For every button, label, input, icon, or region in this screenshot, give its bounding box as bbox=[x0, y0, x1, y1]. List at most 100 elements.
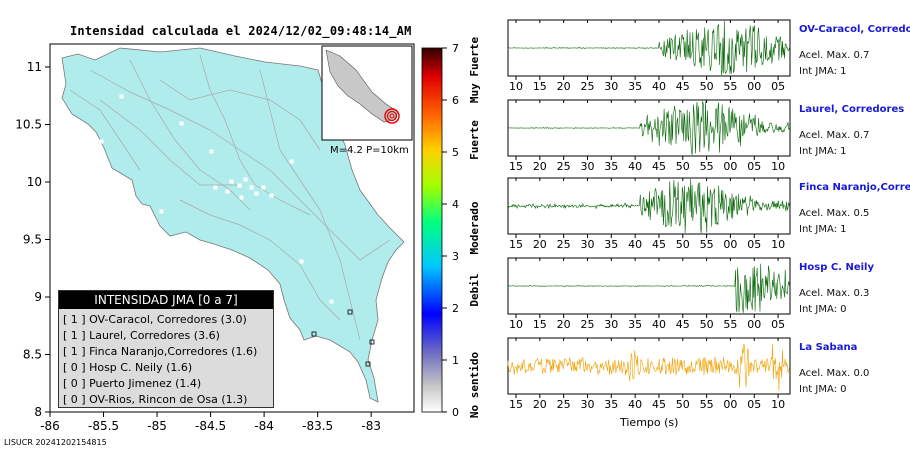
map-x-tick-label: -83.5 bbox=[302, 419, 333, 433]
seismogram-x-tick-label: 50 bbox=[676, 398, 690, 411]
seismogram-x-tick-label: 00 bbox=[723, 398, 737, 411]
seismogram-x-tick-label: 45 bbox=[676, 318, 690, 331]
map-x-tick-label: -83 bbox=[361, 419, 381, 433]
seismogram-x-tick-label: 45 bbox=[652, 238, 666, 251]
seismogram-x-tick-label: 15 bbox=[533, 318, 547, 331]
map-x-tick-label: -85.5 bbox=[88, 419, 119, 433]
seismogram-x-tick-label: 35 bbox=[604, 238, 618, 251]
seismogram-x-tick-label: 00 bbox=[723, 238, 737, 251]
seismogram-x-tick-label: 25 bbox=[557, 238, 571, 251]
map-y-tick-label: 10.5 bbox=[15, 118, 42, 132]
seismogram-x-tick-label: 55 bbox=[700, 398, 714, 411]
seismogram-x-tick-label: 55 bbox=[700, 238, 714, 251]
station-jma: Int JMA: 1 bbox=[799, 224, 847, 235]
legend-row: [ 0 ] Hosp C. Neily (1.6) bbox=[63, 361, 193, 374]
station-name: La Sabana bbox=[799, 342, 858, 353]
seismogram-x-tick-label: 45 bbox=[652, 398, 666, 411]
legend-row: [ 0 ] OV-Rios, Rincon de Osa (1.3) bbox=[63, 393, 248, 406]
seismogram-x-tick-label: 15 bbox=[509, 160, 523, 173]
colorbar bbox=[421, 47, 443, 413]
legend-title: INTENSIDAD JMA [0 a 7] bbox=[59, 291, 273, 309]
seismogram-x-tick-label: 05 bbox=[747, 160, 761, 173]
waveform-trace bbox=[507, 20, 790, 76]
map-x-tick-label: -85 bbox=[147, 419, 167, 433]
map-y-tick-label: 8 bbox=[34, 405, 42, 419]
colorbar-category: Muy Fuerte bbox=[468, 37, 481, 104]
waveform-trace bbox=[507, 343, 790, 391]
seismogram-x-tick-label: 05 bbox=[747, 238, 761, 251]
station-acel: Acel. Max. 0.0 bbox=[799, 368, 870, 379]
seismogram-x-tick-label: 05 bbox=[747, 398, 761, 411]
seismogram-x-tick-label: 15 bbox=[509, 238, 523, 251]
legend-row: [ 1 ] Laurel, Corredores (3.6) bbox=[63, 329, 220, 342]
seismogram-x-tick-label: 30 bbox=[604, 318, 618, 331]
seismogram-x-tick-label: 50 bbox=[676, 238, 690, 251]
seismogram-x-tick-label: 35 bbox=[628, 318, 642, 331]
seismogram-x-tick-label: 25 bbox=[557, 398, 571, 411]
epicenter-inset bbox=[321, 45, 413, 141]
colorbar-category: No sentido bbox=[468, 352, 481, 419]
station-name: Laurel, Corredores bbox=[799, 104, 905, 115]
colorbar-tick-label: 0 bbox=[452, 406, 459, 419]
seismogram-x-tick-label: 05 bbox=[771, 318, 785, 331]
seismogram-x-tick-label: 10 bbox=[771, 398, 785, 411]
colorbar-category: Moderado bbox=[468, 201, 481, 254]
seismogram-x-tick-label: 20 bbox=[533, 238, 547, 251]
map-x-tick-label: -84 bbox=[254, 419, 274, 433]
colorbar-tick-label: 6 bbox=[452, 94, 459, 107]
seismogram-x-tick-label: 15 bbox=[533, 80, 547, 93]
station-acel: Acel. Max. 0.7 bbox=[799, 50, 870, 61]
seismogram-x-tick-label: 25 bbox=[580, 318, 594, 331]
colorbar-tick-label: 2 bbox=[452, 302, 459, 315]
legend-row: [ 1 ] Finca Naranjo,Corredores (1.6) bbox=[63, 345, 258, 358]
seismogram-x-tick-label: 40 bbox=[628, 160, 642, 173]
colorbar-category: Debil bbox=[468, 273, 481, 306]
map-y-tick-label: 8.5 bbox=[23, 348, 42, 362]
seismogram-x-tick-label: 50 bbox=[700, 318, 714, 331]
seismogram-x-tick-label: 20 bbox=[533, 160, 547, 173]
colorbar-category: Fuerte bbox=[468, 120, 481, 160]
map-y-tick-label: 9.5 bbox=[23, 233, 42, 247]
seismogram-x-tick-label: 10 bbox=[771, 160, 785, 173]
seismogram-x-tick-label: 10 bbox=[509, 318, 523, 331]
page-title: Intensidad calculada el 2024/12/02_09:48… bbox=[70, 24, 412, 38]
colorbar-tick-label: 5 bbox=[452, 146, 459, 159]
station-acel: Acel. Max. 0.3 bbox=[799, 288, 870, 299]
seismogram-x-tick-label: 30 bbox=[604, 80, 618, 93]
station-jma: Int JMA: 0 bbox=[799, 384, 847, 395]
legend-row: [ 1 ] OV-Caracol, Corredores (3.0) bbox=[63, 313, 247, 326]
map-y-tick-label: 10 bbox=[27, 175, 42, 189]
seismogram-x-tick-label: 30 bbox=[580, 238, 594, 251]
seismogram-x-tick-label: 20 bbox=[533, 398, 547, 411]
seismogram-panel bbox=[507, 337, 791, 395]
station-name: Hosp C. Neily bbox=[799, 262, 874, 273]
waveform-trace bbox=[507, 263, 790, 313]
seismogram-panels: 10 15 20 25 30 35 40 45 50 55 00 05 15 20 25 30 35 40 45 50… bbox=[507, 19, 791, 411]
footer-code: LISUCR 20241202154815 bbox=[4, 438, 107, 447]
map-x-tick-label: -84.5 bbox=[195, 419, 226, 433]
seismogram-x-tick-label: 25 bbox=[557, 160, 571, 173]
station-name: Finca Naranjo,Corredores bbox=[799, 182, 910, 193]
seismogram-x-tick-label: 45 bbox=[652, 160, 666, 173]
seismogram-x-tick-label: 10 bbox=[509, 80, 523, 93]
seismogram-x-tick-label: 20 bbox=[557, 318, 571, 331]
seismogram-x-tick-label: 10 bbox=[771, 238, 785, 251]
seismogram-x-tick-label: 50 bbox=[676, 160, 690, 173]
map-x-tick-label: -86 bbox=[40, 419, 60, 433]
station-acel: Acel. Max. 0.7 bbox=[799, 130, 870, 141]
map-y-tick-label: 11 bbox=[27, 60, 42, 74]
colorbar-tick-label: 7 bbox=[452, 42, 459, 55]
waveform-trace bbox=[507, 178, 790, 234]
seismogram-x-tick-label: 35 bbox=[604, 398, 618, 411]
seismogram-x-tick-label: 25 bbox=[580, 80, 594, 93]
station-jma: Int JMA: 1 bbox=[799, 146, 847, 157]
seismogram-x-tick-label: 55 bbox=[723, 80, 737, 93]
inset-label: M=4.2 P=10km bbox=[330, 145, 409, 156]
seismogram-x-tick-label: 45 bbox=[676, 80, 690, 93]
colorbar-tick-label: 4 bbox=[452, 198, 459, 211]
map-axes: -86 -85.5 -85 -84.5 -84 -83.5 -83 8 8.5 9 9.5 10 10.… bbox=[15, 60, 381, 433]
station-name: OV-Caracol, Corredores bbox=[799, 24, 910, 35]
map-y-tick-label: 9 bbox=[34, 290, 42, 304]
seismogram-x-tick-label: 40 bbox=[628, 238, 642, 251]
